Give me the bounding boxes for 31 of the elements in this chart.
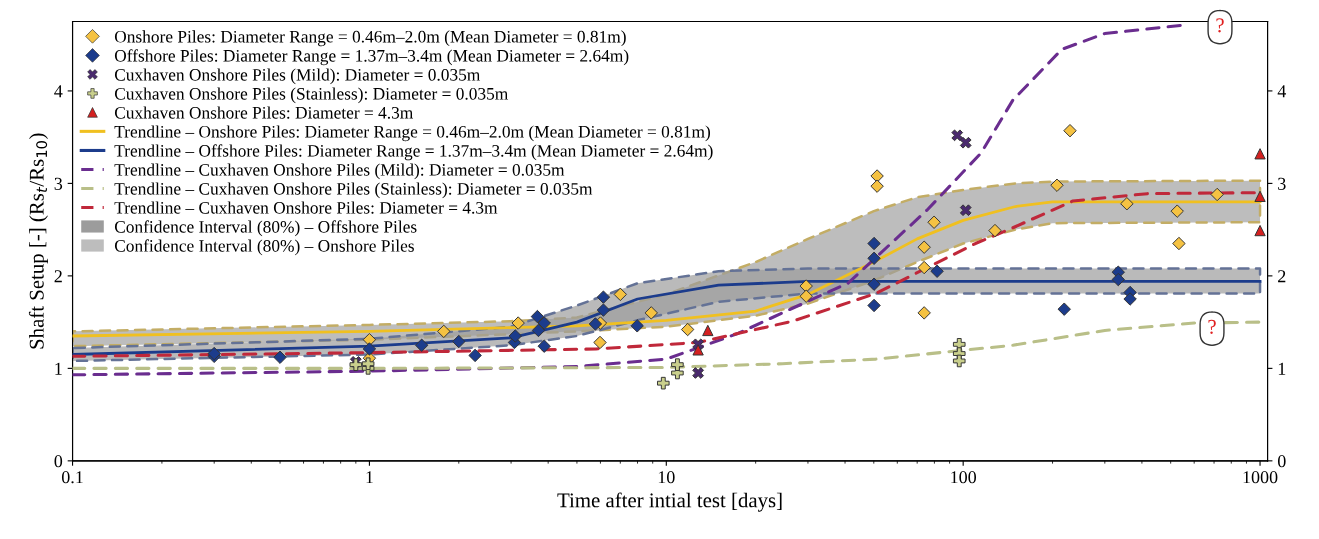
legend-label: Onshore Piles: Diameter Range = 0.46m–2.0m (Mean Diameter = 0.81m) [114, 30, 626, 47]
legend-label: Trendline – Cuxhaven Onshore Piles (Mild): Diameter = 0.035m [114, 163, 565, 180]
x-axis-title: Time after intial test [days] [557, 492, 782, 512]
y2-tick-label: 4 [1277, 85, 1287, 98]
legend-label: Trendline – Offshore Piles: Diameter Range = 1.37m–3.4m (Mean Diameter = 2.64m) [114, 144, 713, 161]
annotation: Confidence Interval (80%) – Onshore Piles [114, 239, 414, 256]
legend-label: Cuxhaven Onshore Piles (Stainless): Diameter = 0.035m [114, 87, 509, 104]
x-tick-label: 1000 [1243, 471, 1278, 484]
legend-label: Cuxhaven Onshore Piles (Mild): Diameter = 0.035m [114, 68, 481, 85]
y-tick-label: 1 [55, 362, 62, 375]
annotation: Confidence Interval (80%) – Offshore Piles [114, 220, 417, 237]
y2-tick-label: 2 [1278, 270, 1286, 283]
annotation: ? [1208, 319, 1216, 334]
x-tick-label: 0.1 [61, 471, 83, 484]
y-tick-label: 0 [54, 455, 63, 468]
x-tick-label: 1 [366, 471, 373, 484]
legend-label: Cuxhaven Onshore Piles: Diameter = 4.3m [114, 106, 414, 119]
annotation: ? [1216, 18, 1224, 33]
legend-label: Trendline – Cuxhaven Onshore Piles (Stainless): Diameter = 0.035m [114, 182, 593, 199]
legend-label: Trendline – Cuxhaven Onshore Piles: Diameter = 4.3m [114, 201, 498, 214]
y2-tick-label: 0 [1277, 455, 1286, 468]
y-axis-title: Shaft Setup [-] (Rs$_{t}$/Rs$_{10}$) [28, 133, 48, 349]
legend-label: Offshore Piles: Diameter Range = 1.37m–3.4m (Mean Diameter = 2.64m) [114, 49, 629, 66]
x-tick-label: 100 [951, 471, 977, 484]
y-tick-label: 3 [54, 177, 63, 190]
legend-label: Trendline – Onshore Piles: Diameter Range = 0.46m–2.0m (Mean Diameter = 0.81m) [114, 125, 711, 142]
y-tick-label: 4 [54, 85, 63, 98]
y2-tick-label: 3 [1278, 177, 1286, 190]
x-tick-label: 10 [658, 471, 675, 484]
y2-tick-label: 1 [1278, 362, 1286, 375]
y-tick-label: 2 [54, 270, 62, 283]
